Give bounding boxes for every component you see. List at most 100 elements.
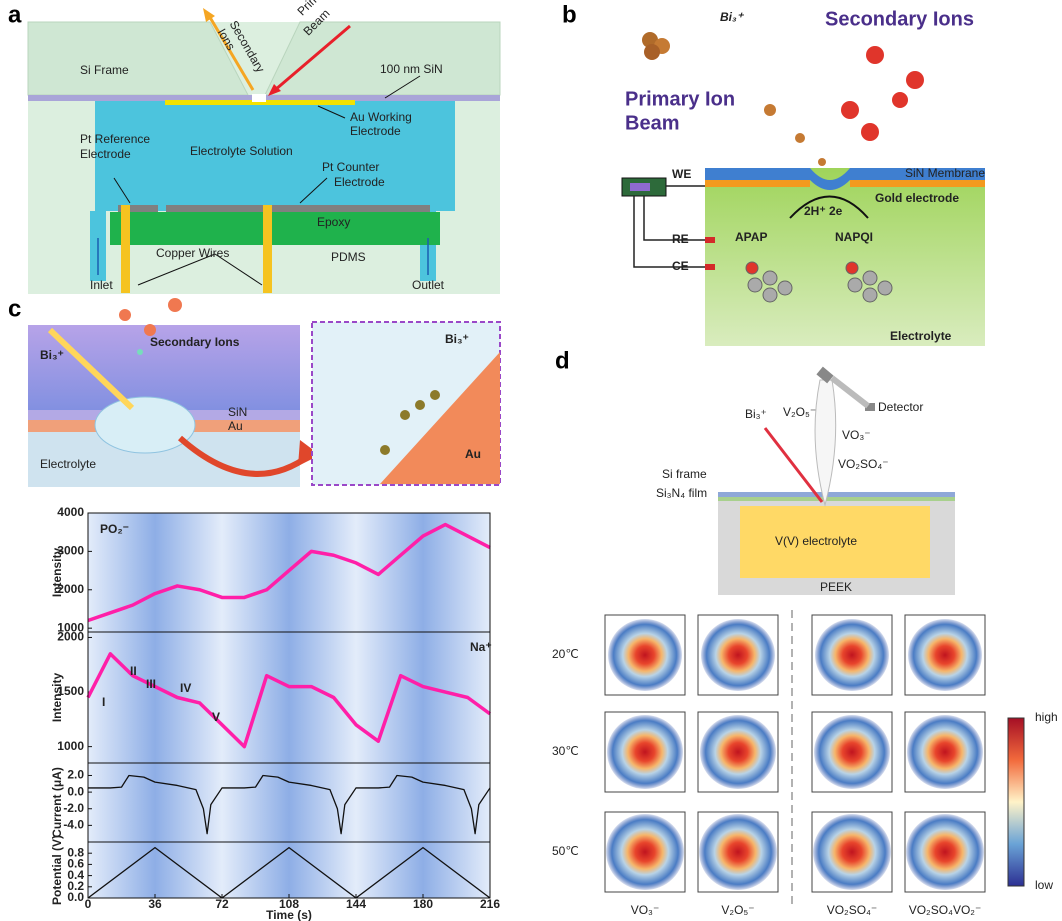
text: low [1035,878,1053,892]
y-tick-label: 3000 [57,544,84,558]
y-tick-label: -2.0 [63,801,84,815]
circle [380,445,390,455]
y-tick-label: 4000 [57,505,84,519]
panel-d-schematic: d Bi₃⁺ V₂O₅⁻ VO₃⁻ VO₂SO₄⁻ Detector Si fr… [555,347,1058,905]
text: Detector [878,400,923,414]
text: SiN [228,405,247,419]
heatmap [908,619,982,691]
epoxy [110,212,440,245]
pt-reference [118,205,158,212]
circle [400,410,410,420]
y-tick-label: 0.0 [67,890,84,904]
circle [862,270,878,286]
column-label: VO₂SO₄VO₂⁻ [909,903,982,917]
membrane [705,168,985,190]
beam-cone [814,379,837,507]
annotation: II [130,664,137,678]
column-label: VO₂SO₄⁻ [827,903,878,917]
panel-b: b Bi₃⁺ Secondary Ions Primary Ion Beam W… [562,1,985,346]
y-tick-label: 0.0 [67,784,84,798]
text: Si₃N₄ film [656,486,707,500]
heatmap [906,814,984,890]
cluster [818,158,826,166]
text: high [1035,710,1058,724]
ion [861,123,879,141]
heatmap [608,619,682,691]
electrolyte-chamber [95,101,455,211]
text: a [8,1,22,28]
circle [847,277,863,293]
heatmap [907,715,983,789]
molecule [845,261,893,303]
molecule [380,390,440,455]
colorbar [1007,717,1025,887]
annotation: V [212,710,220,724]
y-tick-label: 1000 [57,620,84,634]
data-line [87,522,491,623]
column-label: V₂O₅⁻ [721,903,754,917]
ion [137,349,143,355]
window [252,94,266,102]
detector-arm [830,375,870,409]
plot-background [88,632,490,763]
heatmap [607,715,683,789]
arrowhead [298,440,320,466]
heatmap [606,814,684,890]
annotation: III [146,677,156,691]
x-tick-label: 144 [346,897,366,911]
text: Copper Wires [156,246,229,260]
gold-layer [850,180,985,187]
text: PDMS [331,250,366,264]
text: V₂O₅⁻ [783,405,816,419]
circle [430,390,440,400]
annotation: Na⁺ [470,640,492,654]
y-tick-label: 2000 [57,582,84,596]
ce-electrode [705,264,715,270]
y-tick-label: 1000 [57,739,84,753]
text: RE [672,232,689,246]
text: Beam [625,112,679,134]
copper-wire [121,205,130,293]
y-tick-label: 2000 [57,630,84,644]
cluster [644,44,660,60]
y-tick-label: 1500 [57,684,84,698]
text: Inlet [90,278,113,292]
annotation: I [102,695,105,709]
y-tick-label: 0.2 [67,879,84,893]
secondary-ions-arrow [206,13,255,91]
primary-beam [763,427,824,503]
text: Outlet [412,278,445,292]
pointer [214,253,263,286]
cluster [642,32,658,48]
si-frame [718,492,955,497]
heatmap [815,619,889,691]
text: Si frame [662,467,707,481]
circle [415,400,425,410]
arrowhead [268,84,281,96]
text: PEEK [820,580,852,594]
detector [865,403,875,411]
ion [841,101,859,119]
re-electrode [705,237,715,243]
cluster [795,133,805,143]
circle [762,287,778,303]
text: VO₂SO₄⁻ [838,457,889,471]
heatmap [701,619,775,691]
y-axis-label: Potential (V) [50,835,64,905]
heatmap [700,715,776,789]
y-tick-label: 0.8 [67,845,84,859]
text: Bi₃⁺ [445,332,469,346]
pointer [384,75,421,99]
electrolyte-box [705,168,985,346]
text: SiN Membrane [905,166,985,180]
y-axis-label: Intensity [50,548,64,598]
text: NAPQI [835,230,873,244]
text: Gold electrode [875,191,959,205]
si3n4-film [718,497,955,501]
circle [745,261,759,275]
pointer [317,105,346,119]
arrowhead [203,8,215,22]
ion [144,324,156,336]
plot-background [88,763,490,842]
